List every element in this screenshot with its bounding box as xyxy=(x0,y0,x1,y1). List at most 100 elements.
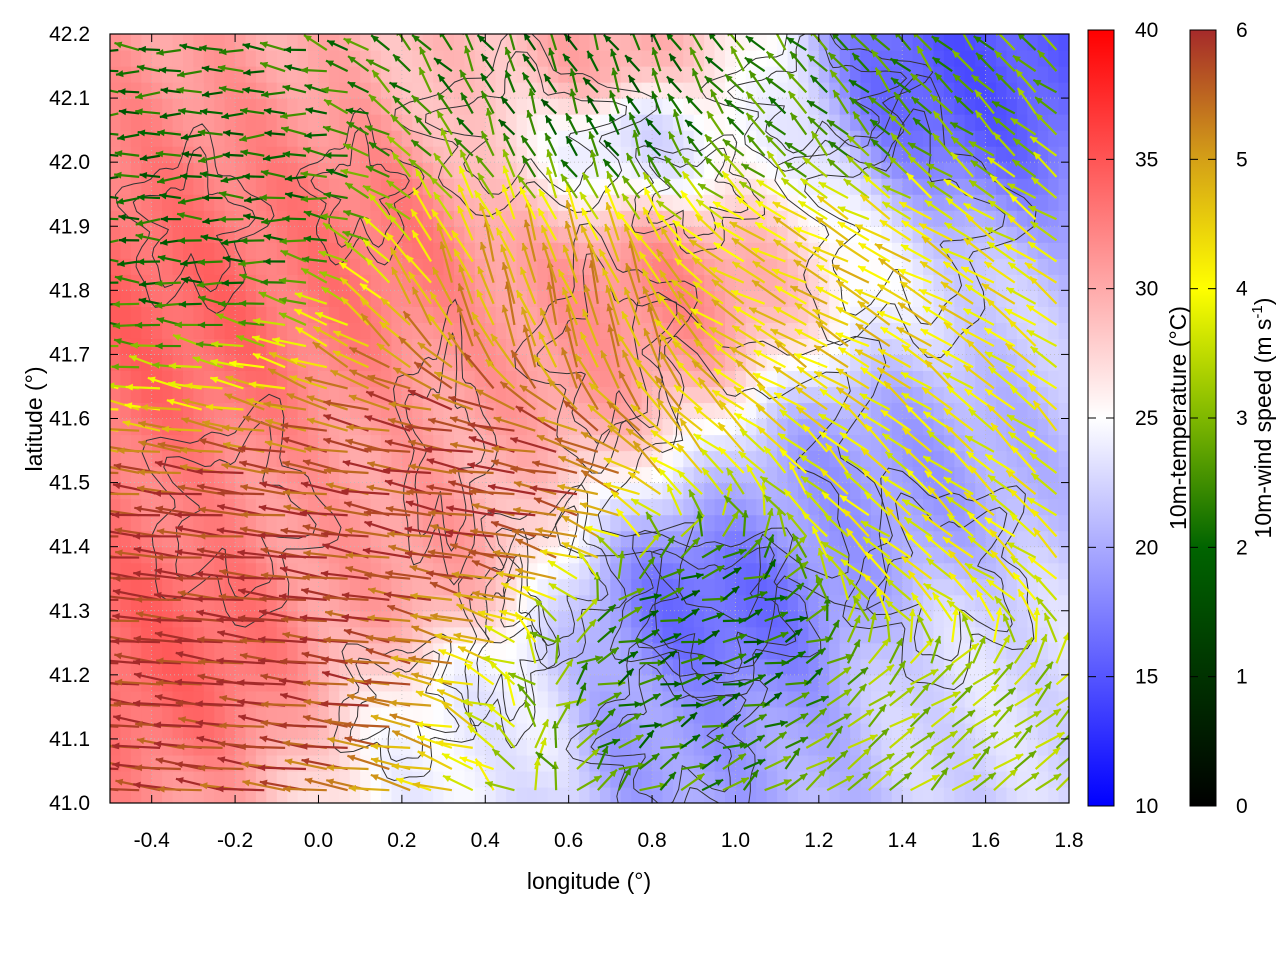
heatmap-cell xyxy=(360,770,372,788)
heatmap-cell xyxy=(808,770,820,788)
heatmap-cell xyxy=(547,402,559,420)
heatmap-cell xyxy=(1027,306,1039,323)
wind-vector xyxy=(130,341,161,349)
heatmap-cell xyxy=(328,386,340,404)
heatmap-cell xyxy=(683,578,695,596)
wind-vector xyxy=(114,171,140,179)
heatmap-cell xyxy=(203,770,215,788)
heatmap-cell xyxy=(881,626,893,644)
wind-vector-shaft xyxy=(132,660,181,665)
heatmap-cell xyxy=(891,610,903,628)
heatmap-cell xyxy=(1037,562,1049,580)
heatmap-cell xyxy=(485,594,497,612)
heatmap-cell xyxy=(1058,434,1069,452)
heatmap-cell xyxy=(297,722,309,740)
heatmap-cell xyxy=(339,146,351,163)
heatmap-cell xyxy=(110,290,122,307)
heatmap-cell xyxy=(672,34,684,51)
heatmap-cell xyxy=(318,658,330,676)
heatmap-cell xyxy=(120,338,132,356)
heatmap-cell xyxy=(881,498,893,516)
heatmap-cell xyxy=(203,498,215,516)
heatmap-cell xyxy=(141,626,153,644)
heatmap-cell xyxy=(1037,546,1049,564)
heatmap-cell xyxy=(422,754,434,772)
heatmap-cell xyxy=(203,178,215,195)
heatmap-cell xyxy=(485,178,497,195)
heatmap-cell xyxy=(745,642,757,660)
heatmap-cell xyxy=(182,242,194,259)
heatmap-cell xyxy=(933,738,945,756)
wind-vector-head xyxy=(154,591,162,599)
heatmap-cell xyxy=(912,162,924,179)
heatmap-cell xyxy=(589,178,601,195)
heatmap-cell xyxy=(579,434,591,452)
heatmap-cell xyxy=(276,34,288,51)
heatmap-cell xyxy=(975,210,987,227)
heatmap-cell xyxy=(381,66,393,83)
heatmap-cell xyxy=(162,594,174,612)
heatmap-cell xyxy=(318,306,330,323)
heatmap-cell xyxy=(766,674,778,692)
heatmap-cell xyxy=(777,274,789,291)
heatmap-cell xyxy=(683,306,695,323)
heatmap-cell xyxy=(923,226,935,243)
heatmap-cell xyxy=(349,578,361,596)
heatmap-cell xyxy=(923,498,935,516)
heatmap-cell xyxy=(287,786,299,803)
heatmap-cell xyxy=(474,530,486,548)
heatmap-cell xyxy=(797,402,810,420)
heatmap-cell xyxy=(891,546,903,564)
heatmap-cell xyxy=(1027,610,1039,628)
heatmap-cell xyxy=(891,786,903,803)
heatmap-cell xyxy=(756,786,768,803)
heatmap-cell xyxy=(203,642,215,660)
heatmap-cell xyxy=(777,562,789,580)
heatmap-cell xyxy=(547,98,559,115)
wind-vector-head xyxy=(172,334,181,341)
heatmap-cell xyxy=(151,162,163,179)
heatmap-cell xyxy=(620,226,632,243)
heatmap-cell xyxy=(579,370,591,388)
heatmap-cell xyxy=(391,258,403,275)
heatmap-cell xyxy=(255,354,267,372)
heatmap-cell xyxy=(464,402,476,420)
heatmap-cell xyxy=(954,82,966,99)
heatmap-cell xyxy=(526,690,538,708)
heatmap-cell xyxy=(631,98,643,115)
heatmap-cell xyxy=(568,562,580,580)
heatmap-cell xyxy=(506,98,518,115)
heatmap-cell xyxy=(818,130,830,147)
heatmap-cell xyxy=(526,530,538,548)
wind-vector-head xyxy=(138,45,146,53)
heatmap-cell xyxy=(652,658,664,676)
heatmap-cell xyxy=(683,322,695,339)
heatmap-cell xyxy=(641,50,653,67)
heatmap-cell xyxy=(631,578,643,596)
heatmap-cell xyxy=(360,242,372,259)
heatmap-cell xyxy=(704,162,716,179)
heatmap-cell xyxy=(516,594,528,612)
wind-vector xyxy=(112,613,161,623)
heatmap-cell xyxy=(850,66,862,83)
heatmap-cell xyxy=(339,50,351,67)
heatmap-cell xyxy=(599,498,611,516)
heatmap-cell xyxy=(214,530,226,548)
heatmap-cell xyxy=(516,274,528,291)
heatmap-cell xyxy=(214,594,226,612)
heatmap-cell xyxy=(110,354,122,372)
heatmap-cell xyxy=(422,194,434,211)
wind-vector-shaft xyxy=(110,448,119,453)
heatmap-cell xyxy=(308,226,320,243)
heatmap-cell xyxy=(943,466,955,484)
heatmap-cell xyxy=(391,626,403,644)
wind-vector-shaft xyxy=(133,637,181,644)
heatmap-cell xyxy=(224,594,236,612)
heatmap-cell xyxy=(172,578,184,596)
wind-vector-head xyxy=(135,233,144,240)
heatmap-cell xyxy=(829,242,841,259)
heatmap-cell xyxy=(318,626,330,644)
heatmap-cell xyxy=(526,434,538,452)
heatmap-cell xyxy=(422,418,434,436)
heatmap-cell xyxy=(808,146,820,163)
